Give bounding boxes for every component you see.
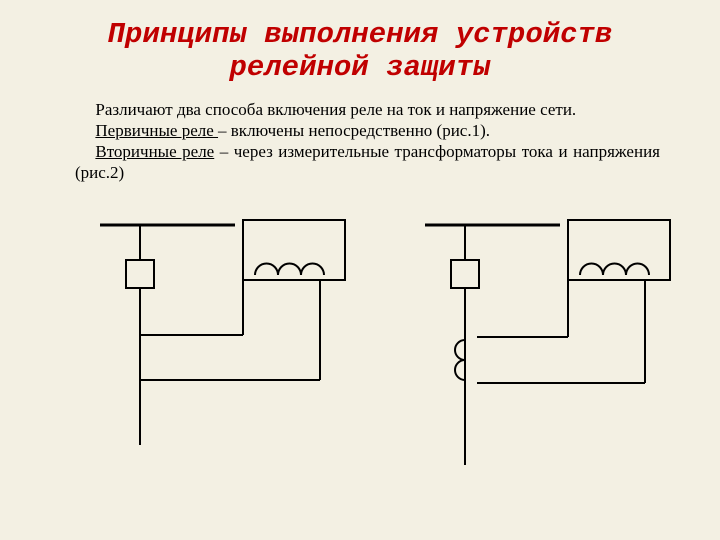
p2-underlined: Первичные реле xyxy=(95,121,218,140)
paragraph-3: Вторичные реле – через измерительные тра… xyxy=(75,141,660,184)
p1-text: Различают два способа включения реле на … xyxy=(95,100,576,119)
title-line-2: релейной защиты xyxy=(229,51,490,84)
paragraph-1: Различают два способа включения реле на … xyxy=(75,99,660,120)
title-line-1: Принципы выполнения устройств xyxy=(108,18,613,51)
p3-underlined: Вторичные реле xyxy=(95,142,214,161)
slide: Принципы выполнения устройств релейной з… xyxy=(0,0,720,540)
figures-area xyxy=(0,205,720,525)
p2-rest: – включены непосредственно (рис.1). xyxy=(218,121,490,140)
slide-title: Принципы выполнения устройств релейной з… xyxy=(0,0,720,85)
paragraph-2: Первичные реле – включены непосредственн… xyxy=(75,120,660,141)
figure-1 xyxy=(60,205,360,505)
figure-2 xyxy=(385,205,685,505)
body-text: Различают два способа включения реле на … xyxy=(0,85,720,184)
